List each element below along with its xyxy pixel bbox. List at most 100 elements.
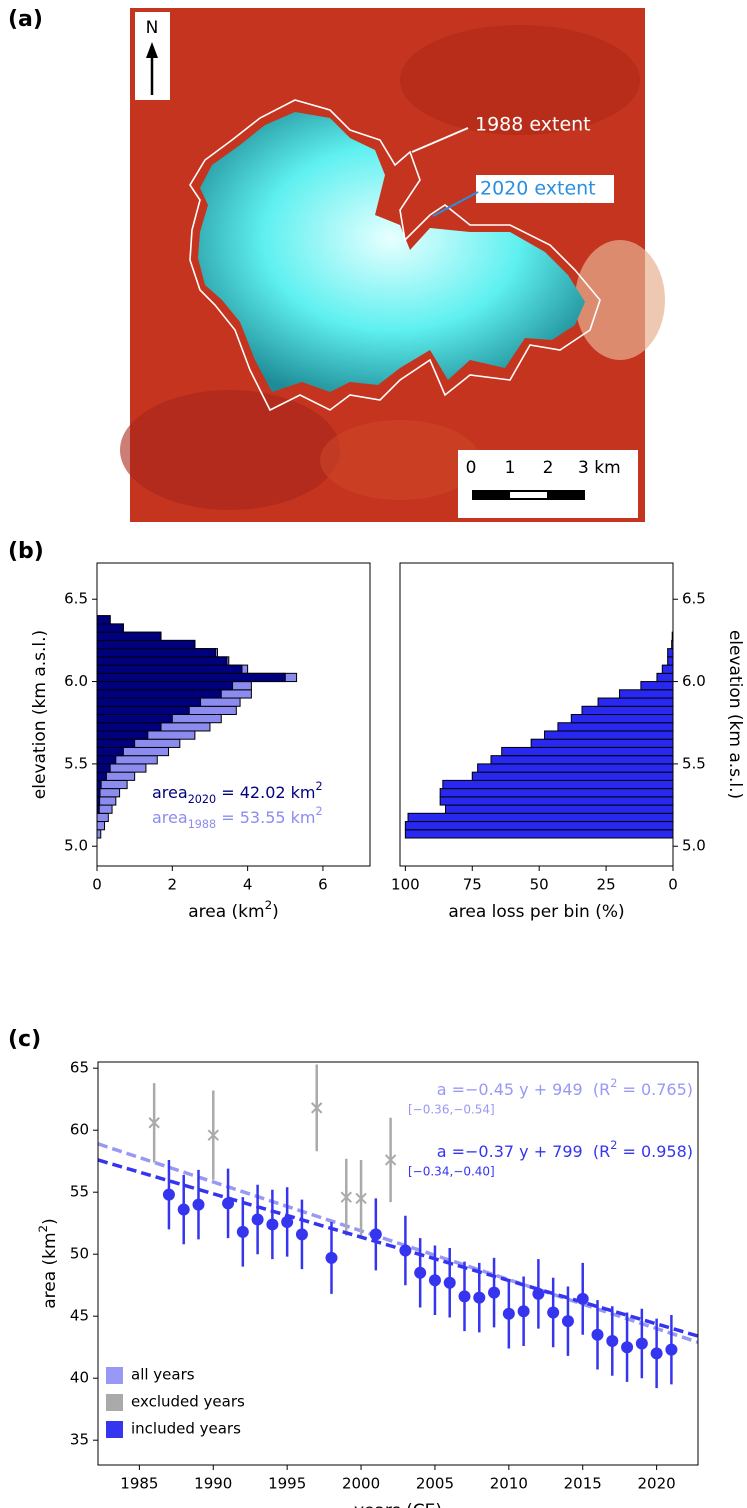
scale-label: 1: [505, 458, 516, 478]
bar: [661, 664, 673, 674]
y-tick-label: 60: [70, 1121, 89, 1139]
bar: [530, 738, 673, 748]
area-label: area1988 = 53.55 km2: [152, 805, 323, 831]
y-tick-label: 5.5: [64, 754, 88, 772]
bar: [97, 648, 217, 658]
data-point: [428, 1274, 441, 1287]
x-tick-label: 2000: [342, 1475, 380, 1493]
bar: [439, 788, 673, 798]
data-point: [251, 1213, 264, 1226]
bar: [490, 755, 673, 765]
bar: [557, 722, 673, 732]
plot-area: [98, 1064, 698, 1389]
bar: [97, 755, 117, 765]
x-axis-label: area (km2): [188, 898, 279, 923]
bar: [97, 681, 234, 691]
data-point: [606, 1335, 619, 1347]
x-axis-label-part: years (CE): [354, 1501, 442, 1508]
y-tick-label: 35: [70, 1431, 89, 1449]
data-point: [547, 1306, 560, 1319]
data-point: [399, 1244, 412, 1257]
glacier-2020: [198, 112, 585, 392]
annotation-2020: 2020 extent: [480, 178, 596, 200]
north-label: N: [146, 18, 159, 38]
data-point: [591, 1328, 604, 1341]
bar: [544, 730, 673, 740]
fit-equation-part: 2: [610, 1077, 617, 1090]
annotation-arrow: [411, 127, 469, 153]
data-point: [162, 1188, 175, 1201]
x-tick-label: 1995: [268, 1475, 306, 1493]
y-tick-label: 5.5: [682, 754, 706, 772]
bar: [97, 672, 286, 683]
fit-equation-part: a =−0.45 y + 949 (R: [437, 1080, 611, 1099]
data-point: [576, 1292, 589, 1305]
bar: [97, 639, 196, 650]
scale-label: 0: [466, 458, 477, 478]
scale-label: 3 km: [578, 458, 621, 478]
legend-swatch: [106, 1421, 123, 1438]
data-point: [207, 1129, 219, 1141]
axes-frame: [399, 562, 674, 867]
north-arrowhead: [146, 42, 158, 58]
x-tick-label: 2: [168, 876, 178, 894]
y-axis-label-part: ): [40, 1218, 60, 1225]
legend-label: included years: [131, 1420, 241, 1438]
x-tick-label: 2015: [564, 1475, 602, 1493]
area-label-part: 2: [316, 780, 323, 793]
data-point: [148, 1117, 160, 1129]
bar: [445, 804, 673, 814]
data-point: [635, 1337, 648, 1350]
trend-line: [98, 1158, 698, 1338]
x-axis-label: years (CE): [354, 1501, 442, 1508]
bar: [97, 697, 202, 707]
y-axis-label-part: area (km: [40, 1232, 60, 1308]
data-point: [266, 1218, 279, 1231]
x-tick-label: 75: [463, 876, 482, 894]
bar: [667, 648, 673, 658]
area-label: area2020 = 42.02 km2: [152, 780, 323, 806]
bar: [97, 664, 243, 674]
bar: [97, 812, 109, 823]
bar: [667, 656, 673, 666]
data-point: [384, 1154, 397, 1166]
y-axis-label: elevation (km a.s.l.): [30, 630, 50, 799]
fit-equation-part: = 0.958): [617, 1142, 693, 1161]
plot-area: [404, 631, 673, 839]
bar: [97, 771, 107, 781]
x-axis-label-part: ): [272, 902, 279, 922]
y-tick-label: 6.5: [682, 590, 706, 608]
y-tick-label: 6.5: [64, 590, 88, 608]
data-point: [458, 1290, 471, 1303]
data-point: [443, 1276, 456, 1289]
data-point: [222, 1197, 235, 1210]
x-axis-label-part: 2: [265, 898, 273, 912]
y-tick-label: 45: [70, 1307, 89, 1325]
data-point: [621, 1341, 634, 1354]
legend-swatch: [106, 1394, 123, 1411]
area-label-part: = 42.02 km: [216, 783, 315, 802]
bar: [404, 829, 673, 839]
annotation-1988: 1988 extent: [475, 114, 591, 136]
data-point: [355, 1192, 367, 1205]
data-point: [177, 1203, 190, 1216]
panel-label: (b): [8, 539, 44, 564]
legend-label: all years: [131, 1366, 195, 1384]
bar: [97, 705, 190, 715]
area-label-part: area: [152, 808, 188, 827]
x-tick-label: 2020: [638, 1475, 676, 1493]
data-point: [369, 1228, 382, 1241]
annotation-box: [476, 175, 614, 203]
y-axis-label: elevation (km a.s.l.): [725, 630, 745, 799]
area-label-part: = 53.55 km: [216, 808, 315, 827]
bar: [97, 689, 222, 699]
bar: [97, 714, 173, 724]
fit-equation: a =−0.37 y + 799 (R2 = 0.958): [437, 1139, 693, 1161]
y-tick-label: 40: [70, 1369, 89, 1387]
bar: [656, 672, 673, 683]
bar: [442, 779, 673, 790]
bar: [97, 623, 124, 633]
bar: [97, 746, 124, 757]
data-point: [192, 1198, 205, 1211]
